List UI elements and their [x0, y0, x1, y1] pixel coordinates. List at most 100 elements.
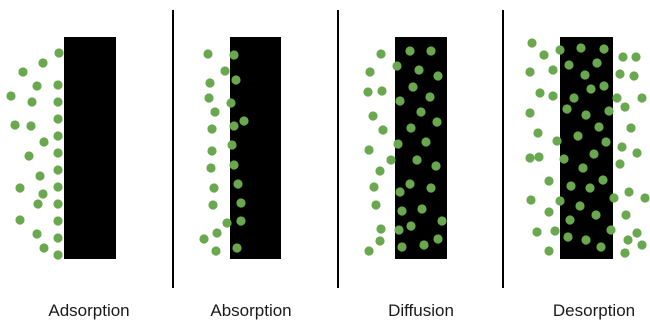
diffusion-particle [408, 82, 418, 92]
label-diffusion: Diffusion [388, 301, 454, 320]
desorption-particle [565, 215, 575, 225]
absorption-particle [226, 98, 236, 108]
adsorption-particle [27, 97, 37, 107]
desorption-particle [623, 235, 633, 245]
diffusion-particle [363, 87, 373, 97]
diffusion-particle [397, 206, 407, 216]
adsorption-particle [6, 91, 16, 101]
absorption-particle [236, 216, 246, 226]
adsorption-particle [53, 114, 63, 124]
diffusion-particle [377, 86, 387, 96]
desorption-particle [544, 207, 554, 217]
label-absorption: Absorption [210, 301, 292, 320]
diffusion-particle [405, 46, 415, 56]
desorption-particle [620, 102, 630, 112]
adsorption-particle [10, 120, 20, 130]
diffusion-particle [414, 65, 424, 75]
diffusion-particle [412, 155, 422, 165]
desorption-particle [632, 148, 642, 158]
adsorption-particle [38, 58, 48, 68]
desorption-particle [533, 128, 543, 138]
desorption-particle [615, 69, 625, 79]
diffusion-particles [363, 46, 447, 256]
diffusion-particle [386, 155, 396, 165]
absorption-particle [233, 179, 243, 189]
desorption-particle [550, 226, 560, 236]
desorption-particle [631, 52, 641, 62]
adsorption-particle [53, 165, 63, 175]
desorption-particle [618, 52, 628, 62]
diffusion-particle [421, 137, 431, 147]
desorption-particle [562, 104, 572, 114]
adsorption-particle [54, 48, 64, 58]
diffusion-particle [375, 166, 385, 176]
adsorption-particles [6, 48, 64, 260]
desorption-particle [525, 108, 535, 118]
diffusion-particle [395, 187, 405, 197]
diffusion-particle [433, 234, 443, 244]
desorption-particle [535, 88, 545, 98]
adsorption-particle [24, 151, 34, 161]
diagram-canvas [6, 10, 650, 288]
desorption-particle [564, 60, 574, 70]
desorption-solid [560, 37, 613, 259]
desorption-particle [575, 201, 585, 211]
absorption-particle [203, 49, 213, 59]
adsorption-particle [39, 243, 49, 253]
desorption-particle [615, 159, 625, 169]
adsorption-particle [53, 233, 63, 243]
adsorption-particle [53, 80, 63, 90]
desorption-particle [604, 106, 614, 116]
desorption-particle [601, 137, 611, 147]
diffusion-particle [397, 242, 407, 252]
desorption-particle [525, 67, 535, 77]
desorption-particle [566, 181, 576, 191]
desorption-particle [599, 44, 609, 54]
adsorption-particle [53, 131, 63, 141]
diffusion-particle [406, 123, 416, 133]
desorption-particle [637, 93, 647, 103]
absorption-particle [209, 183, 219, 193]
desorption-particle [617, 142, 627, 152]
desorption-particle [620, 248, 630, 258]
absorption-particles [199, 49, 249, 256]
diffusion-particle [432, 117, 442, 127]
diffusion-particle [406, 221, 416, 231]
desorption-particle [594, 122, 604, 132]
desorption-particle [526, 195, 536, 205]
desorption-particles [525, 38, 650, 258]
desorption-particle [581, 235, 591, 245]
adsorption-particle [15, 215, 25, 225]
absorption-particle [231, 75, 241, 85]
desorption-particle [539, 50, 549, 60]
diffusion-particle [364, 145, 374, 155]
diffusion-particle [371, 200, 381, 210]
desorption-particle [640, 193, 650, 203]
desorption-particle [621, 210, 631, 220]
adsorption-particle [33, 199, 43, 209]
absorption-particle [229, 121, 239, 131]
diffusion-particle [378, 125, 388, 135]
desorption-particle [598, 175, 608, 185]
diffusion-particle [368, 111, 378, 121]
diffusion-particle [426, 46, 436, 56]
desorption-particle [624, 187, 634, 197]
absorption-particle [211, 246, 221, 256]
diffusion-particle [369, 182, 379, 192]
adsorption-solid [64, 37, 116, 259]
absorption-particle [222, 218, 232, 228]
desorption-particle [552, 136, 562, 146]
desorption-particle [569, 93, 579, 103]
diffusion-particle [426, 183, 436, 193]
desorption-particle [629, 71, 639, 81]
diffusion-particle [376, 224, 386, 234]
diffusion-particle [419, 240, 429, 250]
desorption-particle [581, 110, 591, 120]
desorption-particle [632, 228, 642, 238]
adsorption-particle [32, 229, 42, 239]
adsorption-particle [26, 121, 36, 131]
desorption-particle [596, 242, 606, 252]
absorption-particle [220, 66, 230, 76]
label-desorption: Desorption [552, 301, 636, 320]
